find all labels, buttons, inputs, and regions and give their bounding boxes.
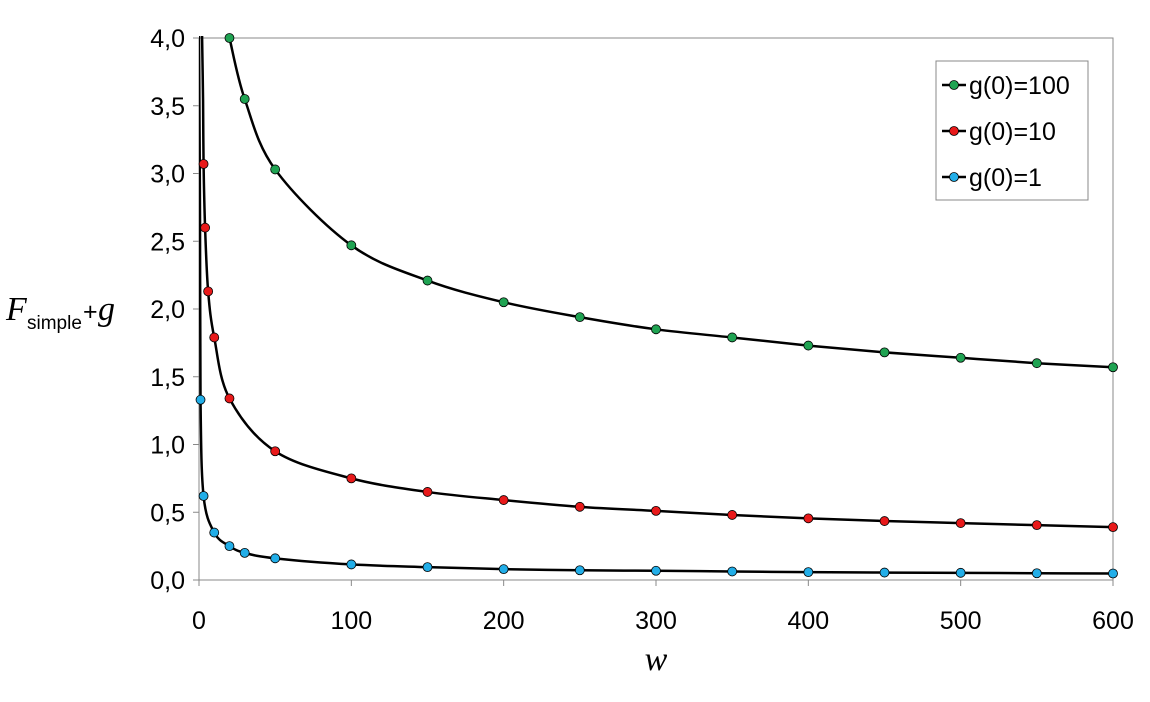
- y-tick-label: 1,5: [150, 364, 185, 392]
- series-line: [226, 35, 1114, 369]
- data-point: [574, 501, 585, 512]
- x-tick-label: 300: [635, 607, 677, 635]
- data-point: [1108, 522, 1118, 533]
- y-tick-label: 4,0: [150, 25, 185, 53]
- data-point: [651, 324, 661, 335]
- y-tick-label: 1,0: [150, 432, 185, 460]
- data-point: [1031, 568, 1042, 579]
- data-point: [224, 33, 235, 43]
- data-point: [1031, 520, 1042, 531]
- data-point: [651, 565, 661, 576]
- y-tick-label: 3,5: [150, 93, 185, 121]
- y-tick-label: 0,5: [150, 499, 185, 527]
- legend-item-g10: g(0)=10: [942, 118, 1056, 146]
- legend-marker: [949, 126, 959, 136]
- legend-label: g(0)=10: [969, 118, 1056, 146]
- data-point: [270, 164, 281, 175]
- x-tick-label: 600: [1092, 607, 1134, 635]
- data-point: [209, 332, 220, 343]
- y-tick-label: 0,0: [150, 567, 185, 595]
- y-tick-label: 3,0: [150, 161, 185, 189]
- data-point: [209, 527, 220, 538]
- data-point: [195, 394, 206, 405]
- data-point: [498, 495, 509, 505]
- data-point: [203, 286, 214, 297]
- data-point: [198, 491, 209, 501]
- data-point: [239, 548, 250, 558]
- data-point: [574, 565, 585, 576]
- x-tick-label: 500: [940, 607, 982, 635]
- y-axis-label-tail: g: [98, 291, 115, 328]
- data-point: [1108, 568, 1118, 579]
- y-tick-label: 2,0: [150, 296, 185, 324]
- data-point: [1031, 358, 1042, 369]
- data-point: [727, 332, 738, 343]
- x-tick-label: 400: [787, 607, 829, 635]
- data-point: [224, 541, 235, 552]
- data-point: [200, 222, 210, 233]
- data-point: [498, 297, 509, 308]
- legend-item-g1: g(0)=1: [942, 164, 1042, 192]
- data-point: [1108, 362, 1118, 373]
- data-point: [803, 513, 814, 524]
- x-tick-label: 200: [483, 607, 525, 635]
- data-point: [955, 518, 966, 528]
- data-point: [955, 567, 966, 578]
- legend: g(0)=100 g(0)=10 g(0)=1: [935, 60, 1089, 201]
- data-point: [879, 516, 890, 526]
- legend-label: g(0)=1: [969, 164, 1042, 192]
- x-tick-label: 100: [330, 607, 372, 635]
- data-point: [198, 159, 209, 169]
- data-point: [346, 473, 357, 484]
- y-axis-label-main: F: [5, 291, 28, 328]
- points-group: [195, 33, 1118, 579]
- data-point: [803, 340, 814, 351]
- data-point: [803, 567, 814, 578]
- data-point: [727, 510, 738, 520]
- y-tick-label: 2,5: [150, 228, 185, 256]
- data-point: [651, 505, 661, 516]
- data-point: [727, 566, 738, 577]
- legend-label: g(0)=100: [969, 72, 1070, 100]
- data-point: [498, 564, 509, 575]
- x-tick-label: 0: [192, 607, 206, 635]
- y-axis-label-operator: +: [83, 298, 98, 326]
- x-axis: 0 100 200 300 400 500 600: [192, 579, 1134, 635]
- y-axis-label: F simple + g: [5, 291, 115, 334]
- data-point: [955, 352, 966, 363]
- data-point: [346, 240, 357, 251]
- legend-marker: [949, 80, 959, 90]
- y-axis: 0,0 0,5 1,0 1,5 2,0 2,5 3,0 3,5 4,0: [150, 25, 200, 595]
- y-axis-label-subscript: simple: [27, 313, 82, 334]
- x-axis-label: w: [645, 641, 668, 678]
- legend-item-g100: g(0)=100: [942, 72, 1070, 100]
- data-point: [270, 553, 281, 564]
- data-point: [422, 487, 433, 497]
- data-point: [879, 567, 890, 578]
- data-point: [224, 393, 235, 404]
- data-point: [574, 312, 585, 323]
- data-point: [346, 559, 357, 570]
- data-point: [422, 562, 433, 573]
- data-point: [422, 275, 433, 286]
- data-point: [879, 347, 890, 358]
- legend-marker: [949, 172, 959, 182]
- data-point: [270, 446, 281, 457]
- data-point: [239, 94, 250, 104]
